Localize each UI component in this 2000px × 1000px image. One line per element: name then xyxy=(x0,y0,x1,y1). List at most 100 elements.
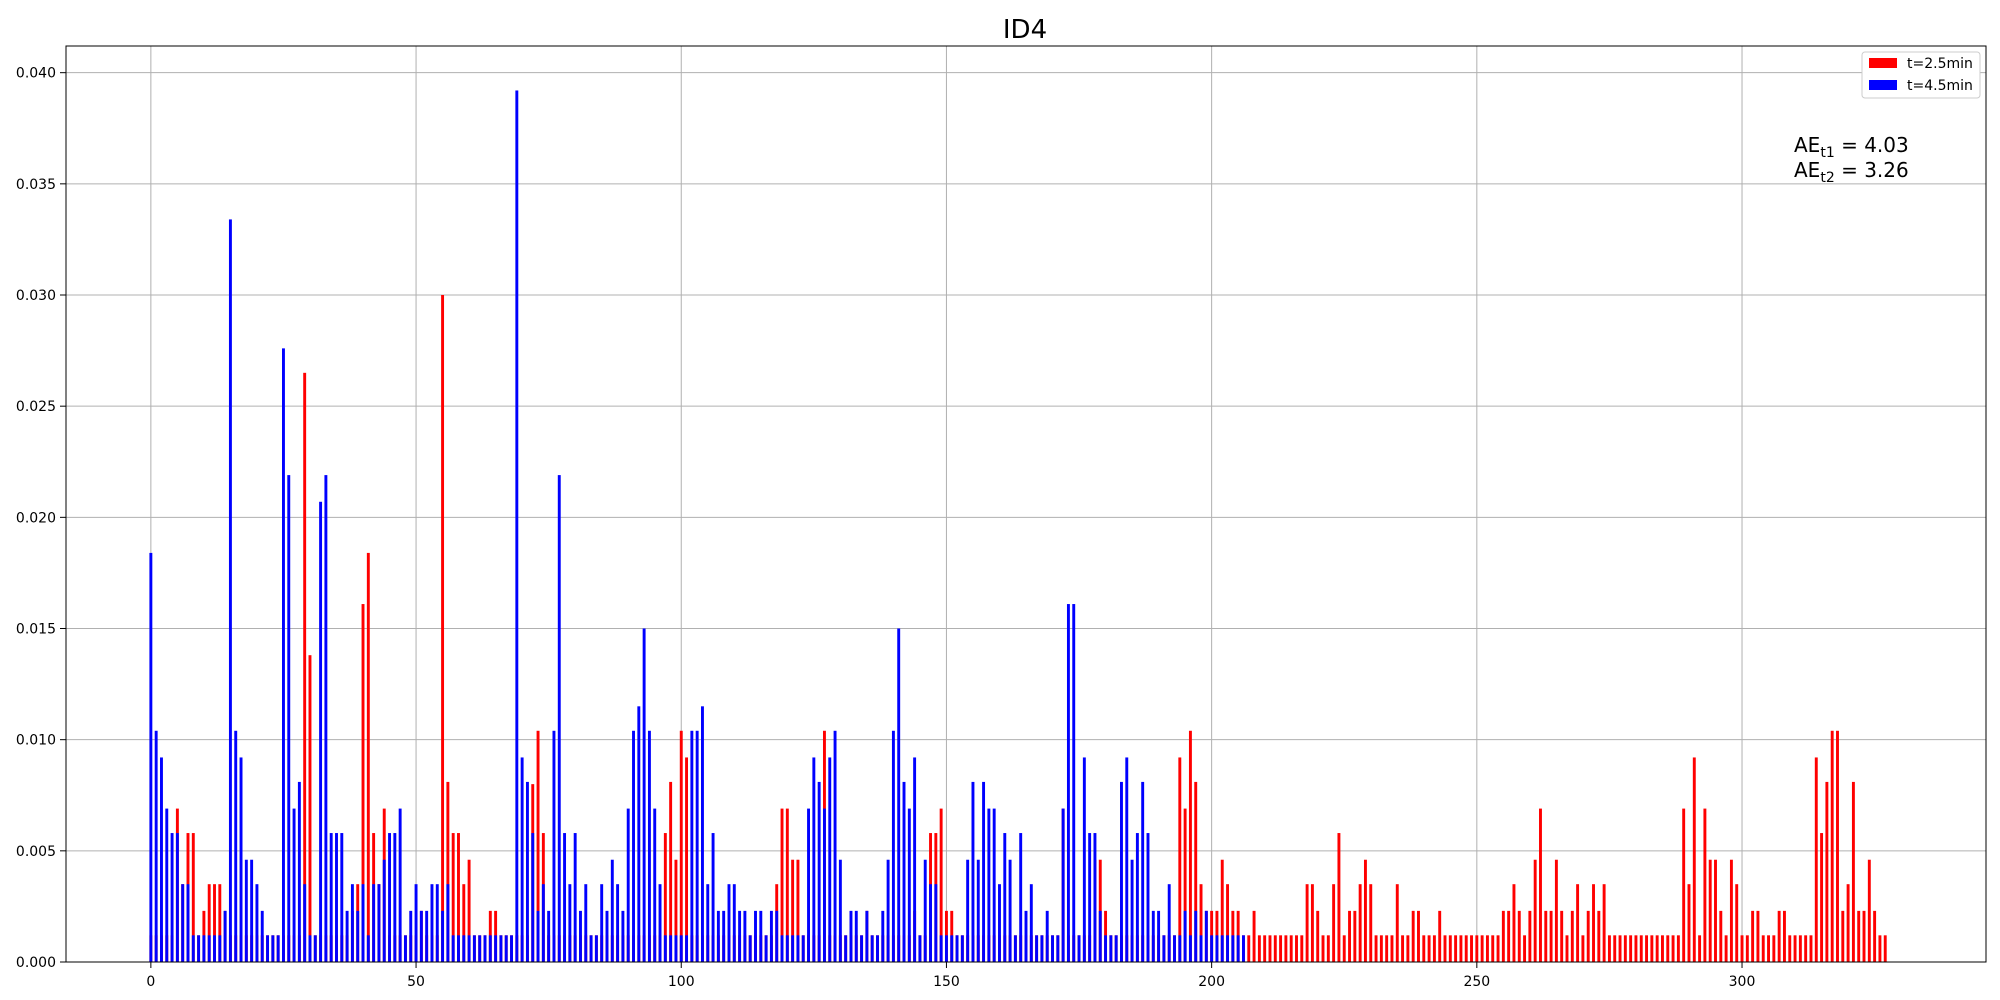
bar-s1-43 xyxy=(377,884,381,962)
bar-s0-307 xyxy=(1777,910,1781,962)
legend-label-t25: t=2.5min xyxy=(1907,56,1973,72)
bar-s1-78 xyxy=(563,833,567,962)
bar-s0-222 xyxy=(1326,935,1330,962)
bar-s0-322 xyxy=(1857,910,1861,962)
bar-s1-30 xyxy=(308,935,312,962)
bar-s0-220 xyxy=(1316,910,1320,962)
bar-s1-77 xyxy=(557,475,561,962)
bar-s1-1 xyxy=(154,730,158,962)
bar-s0-215 xyxy=(1289,935,1293,962)
bar-s1-133 xyxy=(854,910,858,962)
bar-s1-122 xyxy=(796,935,800,962)
bar-s1-94 xyxy=(647,730,651,962)
bar-s1-73 xyxy=(536,910,540,962)
bar-s1-113 xyxy=(748,935,752,962)
bar-s1-176 xyxy=(1082,757,1086,962)
bar-s1-28 xyxy=(297,781,301,962)
bar-s1-162 xyxy=(1008,859,1012,962)
bar-s1-126 xyxy=(817,781,821,962)
bar-s1-89 xyxy=(621,910,625,962)
bar-s1-39 xyxy=(356,910,360,962)
y-tick-label: 0.030 xyxy=(16,288,56,304)
bar-s0-228 xyxy=(1358,884,1362,962)
bar-s1-25 xyxy=(282,348,285,963)
bar-s1-86 xyxy=(605,910,609,962)
bar-s1-175 xyxy=(1077,935,1081,962)
bar-s0-319 xyxy=(1841,910,1845,962)
bar-s1-72 xyxy=(531,833,535,962)
bar-s1-15 xyxy=(228,219,232,962)
bar-s1-5 xyxy=(175,833,179,962)
bar-s1-83 xyxy=(589,935,593,962)
bar-s0-291 xyxy=(1692,757,1696,962)
bar-s1-27 xyxy=(292,808,296,962)
legend-swatch-t45 xyxy=(1869,80,1897,90)
bar-s1-129 xyxy=(833,730,837,962)
bar-s0-275 xyxy=(1607,935,1611,962)
bar-s0-323 xyxy=(1862,910,1866,962)
bar-s1-136 xyxy=(870,935,874,962)
bar-s0-238 xyxy=(1411,910,1415,962)
bar-s0-221 xyxy=(1321,935,1325,962)
bar-s1-165 xyxy=(1024,910,1028,962)
bar-s0-248 xyxy=(1464,935,1468,962)
bar-s1-160 xyxy=(998,884,1001,962)
bar-s1-187 xyxy=(1141,781,1145,962)
bar-s0-284 xyxy=(1655,935,1659,962)
bar-s1-41 xyxy=(366,935,370,962)
y-tick-label: 0.040 xyxy=(16,66,56,82)
bar-s0-197 xyxy=(1194,781,1198,962)
bar-s1-144 xyxy=(913,757,917,962)
bar-s0-55 xyxy=(441,295,445,962)
bar-s0-12 xyxy=(213,884,216,962)
bar-s0-301 xyxy=(1745,935,1749,962)
bar-s1-51 xyxy=(419,910,423,962)
bar-s1-166 xyxy=(1029,884,1033,962)
bar-s1-101 xyxy=(685,935,689,962)
bar-s1-190 xyxy=(1157,910,1161,962)
bar-s1-0 xyxy=(149,552,153,962)
bar-s1-135 xyxy=(865,910,869,962)
bar-s0-257 xyxy=(1512,884,1516,962)
bar-s1-62 xyxy=(478,935,482,962)
bar-s0-232 xyxy=(1379,935,1383,962)
bar-s1-158 xyxy=(987,808,991,962)
bar-s1-8 xyxy=(191,935,195,962)
bar-s0-99 xyxy=(674,859,678,962)
bar-s1-205 xyxy=(1236,935,1240,962)
bar-s1-21 xyxy=(260,910,264,962)
bar-s1-196 xyxy=(1188,935,1192,962)
bar-s1-63 xyxy=(483,935,487,962)
bar-s0-218 xyxy=(1305,884,1309,962)
bar-s1-124 xyxy=(807,808,810,962)
bar-s0-41 xyxy=(366,552,370,962)
bar-s0-234 xyxy=(1390,935,1394,962)
bar-s1-48 xyxy=(403,935,407,962)
bar-s1-33 xyxy=(324,475,328,962)
bar-s0-303 xyxy=(1756,910,1760,962)
bar-s0-281 xyxy=(1639,935,1643,962)
bar-s1-112 xyxy=(743,910,747,962)
bar-s1-191 xyxy=(1162,935,1166,962)
bar-s0-250 xyxy=(1475,935,1479,962)
bar-s0-251 xyxy=(1480,935,1484,962)
bar-s1-6 xyxy=(181,884,185,962)
bar-s1-70 xyxy=(520,757,524,962)
bar-s0-11 xyxy=(207,884,211,962)
bar-s1-198 xyxy=(1199,935,1203,962)
bar-s0-261 xyxy=(1533,859,1537,962)
bar-s0-212 xyxy=(1273,935,1277,962)
bar-s1-155 xyxy=(971,781,975,962)
bar-s0-198 xyxy=(1199,884,1203,962)
bar-s1-32 xyxy=(319,501,323,962)
bar-s0-219 xyxy=(1310,884,1314,962)
bar-s1-19 xyxy=(250,859,254,962)
bar-s1-58 xyxy=(457,935,460,962)
bar-s0-233 xyxy=(1385,935,1389,962)
bar-s1-74 xyxy=(541,884,545,962)
bar-s1-143 xyxy=(907,808,911,962)
bar-s0-278 xyxy=(1623,935,1627,962)
bar-s0-216 xyxy=(1295,935,1298,962)
y-tick-label: 0.020 xyxy=(16,510,56,526)
